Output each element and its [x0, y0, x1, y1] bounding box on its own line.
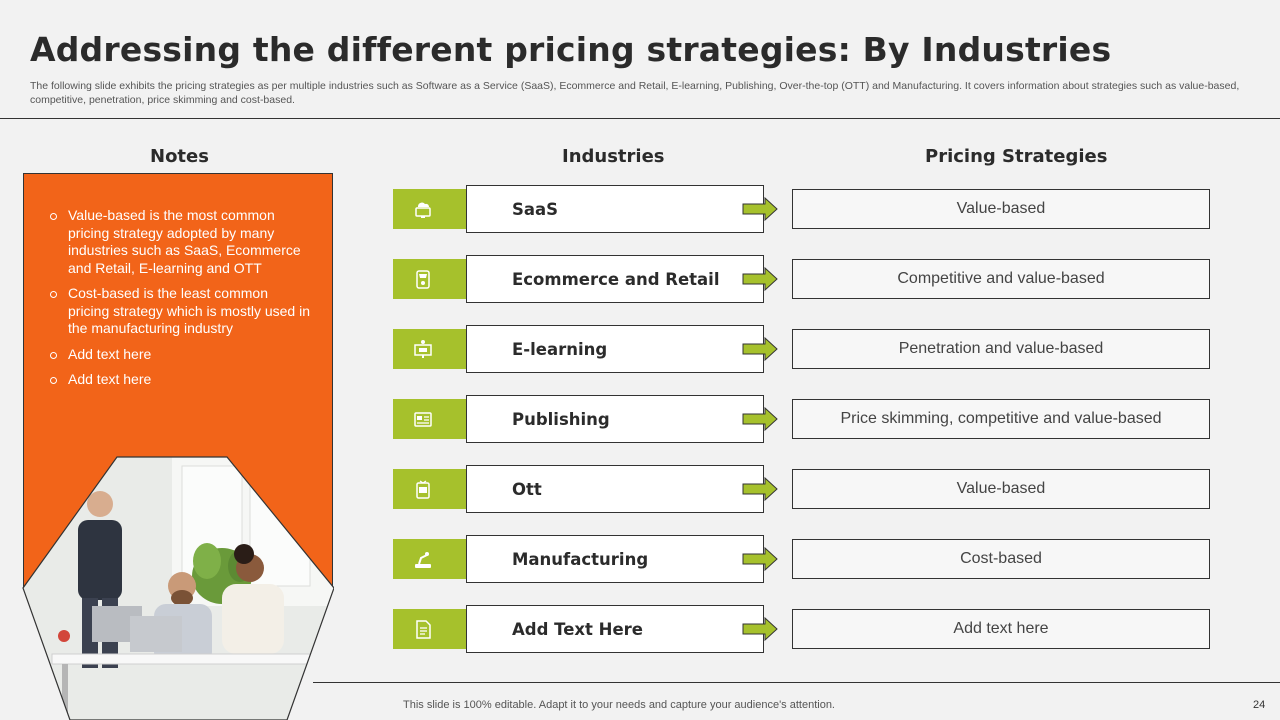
add-text-icon-tab	[393, 609, 468, 649]
industry-box: E-learning	[466, 325, 764, 373]
strategy-label: Value-based	[956, 480, 1046, 497]
note-item: Add text here	[49, 346, 311, 364]
arrow-right-icon	[742, 336, 778, 362]
ott-tv-icon	[416, 480, 430, 499]
page-number: 24	[1253, 699, 1266, 711]
ecommerce-store-icon	[416, 270, 430, 289]
arrow-right-icon	[742, 196, 778, 222]
strategy-label: Price skimming, competitive and value-ba…	[840, 410, 1162, 427]
strategy-box: Value-based	[792, 469, 1210, 509]
manufacturing-robot-arm-icon	[415, 552, 431, 568]
note-item: Add text here	[49, 371, 311, 389]
industry-label: E-learning	[512, 340, 608, 359]
strategy-label: Value-based	[956, 200, 1046, 217]
industry-label: SaaS	[512, 200, 559, 219]
industry-box: SaaS	[466, 185, 764, 233]
footer-note: This slide is 100% editable. Adapt it to…	[403, 699, 835, 711]
ecommerce-icon-tab	[393, 259, 468, 299]
document-icon	[416, 620, 431, 639]
arrow-right-icon	[742, 476, 778, 502]
industry-label: Ott	[512, 480, 542, 499]
industry-box: Publishing	[466, 395, 764, 443]
publishing-icon-tab	[393, 399, 468, 439]
strategy-box: Competitive and value-based	[792, 259, 1210, 299]
footer-divider	[313, 682, 1280, 683]
office-team-photo	[22, 456, 334, 720]
saas-icon-tab	[393, 189, 468, 229]
industry-label: Add Text Here	[512, 620, 643, 639]
note-item: Value-based is the most common pricing s…	[49, 207, 311, 277]
strategy-box: Add text here	[792, 609, 1210, 649]
header-divider	[0, 118, 1280, 119]
industry-label: Manufacturing	[512, 550, 649, 569]
strategies-heading: Pricing Strategies	[925, 146, 1108, 167]
manufacturing-icon-tab	[393, 539, 468, 579]
slide-title: Addressing the different pricing strateg…	[30, 30, 1112, 69]
arrow-right-icon	[742, 546, 778, 572]
strategy-box: Penetration and value-based	[792, 329, 1210, 369]
saas-cloud-monitor-icon	[415, 202, 431, 218]
industry-box: Ecommerce and Retail	[466, 255, 764, 303]
industry-box: Ott	[466, 465, 764, 513]
industry-box: Add Text Here	[466, 605, 764, 653]
slide-subtitle: The following slide exhibits the pricing…	[30, 80, 1240, 106]
notes-heading: Notes	[150, 146, 209, 167]
strategy-box: Value-based	[792, 189, 1210, 229]
publishing-newspaper-icon	[414, 412, 432, 427]
arrow-right-icon	[742, 616, 778, 642]
industry-label: Ecommerce and Retail	[512, 270, 720, 289]
arrow-right-icon	[742, 406, 778, 432]
note-item: Cost-based is the least common pricing s…	[49, 285, 311, 338]
strategy-label: Competitive and value-based	[897, 270, 1105, 287]
strategy-label: Penetration and value-based	[898, 340, 1104, 357]
ott-icon-tab	[393, 469, 468, 509]
strategy-label: Add text here	[953, 620, 1049, 637]
strategy-box: Price skimming, competitive and value-ba…	[792, 399, 1210, 439]
elearning-board-icon	[414, 340, 432, 358]
industry-box: Manufacturing	[466, 535, 764, 583]
notes-list: Value-based is the most common pricing s…	[49, 207, 311, 397]
strategy-box: Cost-based	[792, 539, 1210, 579]
industries-heading: Industries	[562, 146, 665, 167]
industry-label: Publishing	[512, 410, 610, 429]
arrow-right-icon	[742, 266, 778, 292]
elearning-icon-tab	[393, 329, 468, 369]
strategy-label: Cost-based	[960, 550, 1042, 567]
